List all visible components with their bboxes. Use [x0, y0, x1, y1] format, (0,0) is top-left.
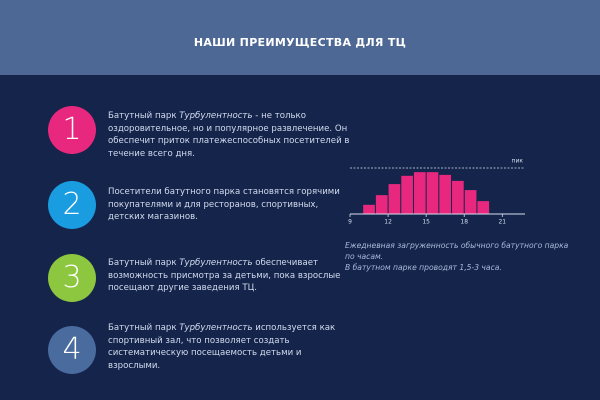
title: НАШИ ПРЕИМУЩЕСТВА ДЛЯ ТЦ: [193, 36, 407, 49]
caption-line: В батутном парке проводят 1,5-3 часа.: [345, 263, 502, 272]
bar: [426, 172, 439, 214]
number-circle: 4: [48, 326, 96, 374]
bar: [363, 204, 375, 214]
text: Посетители батутного парка становятся го…: [108, 187, 340, 222]
text: используется как спортивный зал, что поз…: [108, 323, 336, 371]
bar: [375, 195, 388, 214]
brand-name: Турбулентность: [179, 323, 253, 333]
text: Батутный парк: [108, 111, 180, 121]
peak-label: пик: [512, 158, 524, 165]
text: Батутный парк: [108, 258, 180, 268]
bar: [477, 201, 490, 214]
x-tick-label: 9: [348, 219, 352, 226]
item-text: Батутный парк Турбулентность используетс…: [108, 322, 353, 372]
bar: [413, 172, 426, 214]
header: [0, 0, 600, 75]
item-text: Батутный парк Турбулентность обеспечивае…: [108, 257, 353, 295]
caption-line: Ежедневная загруженность обычного батутн…: [345, 241, 569, 261]
x-tick-label: 18: [460, 219, 468, 226]
item-text: Посетители батутного парка становятся го…: [108, 186, 353, 224]
bar: [464, 190, 477, 214]
bar: [388, 184, 401, 214]
x-tick-label: 21: [498, 219, 506, 226]
text: - не только оздоровительное, но и популя…: [108, 111, 350, 159]
text: Батутный парк: [108, 323, 180, 333]
item-text: Батутный парк Турбулентность - не только…: [108, 110, 353, 160]
x-tick-label: 12: [384, 219, 392, 226]
x-tick-label: 15: [422, 219, 430, 226]
bar: [452, 180, 464, 214]
brand-name: Турбулентность: [179, 111, 253, 121]
number-circle: 2: [48, 181, 96, 229]
bar: [439, 174, 452, 214]
number-circle: 3: [48, 254, 96, 302]
number-circle: 1: [48, 106, 96, 154]
brand-name: Турбулентность: [179, 258, 253, 268]
text: обеспечивает возможность присмотра за де…: [108, 258, 341, 293]
bar: [401, 175, 413, 214]
caption: Ежедневная загруженность обычного батутн…: [345, 240, 575, 273]
